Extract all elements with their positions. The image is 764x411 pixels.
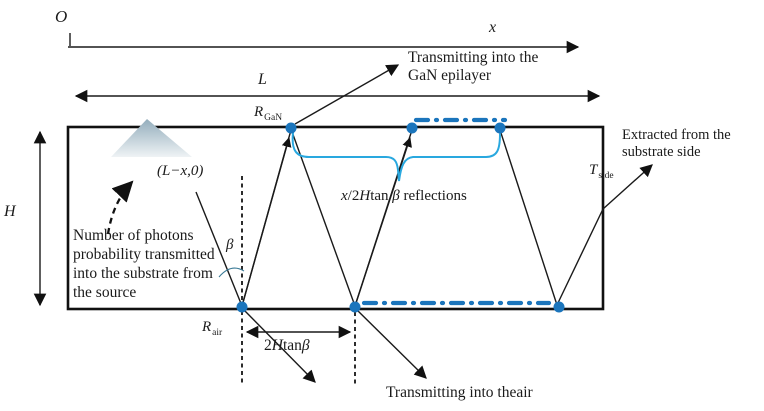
reflections-tan: tan xyxy=(370,188,393,204)
tside-base: T xyxy=(589,162,598,178)
extracted-line1: Extracted from the xyxy=(622,127,731,143)
substrate-rect xyxy=(66,125,605,311)
photons-line1: Number of photons xyxy=(73,227,194,244)
transmit-gan-line1: Transmitting into the xyxy=(408,49,539,66)
photon-rays xyxy=(195,128,604,307)
transmit-air-annotation: Transmitting into theair xyxy=(386,384,533,401)
dot-top-3 xyxy=(494,122,506,134)
reflection-dots xyxy=(236,122,565,313)
dashed-arrow-source xyxy=(106,180,134,235)
ray-down-1 xyxy=(290,128,356,307)
reflections-text: reflections xyxy=(399,188,467,204)
reflections-label: x/2Htan β reflections xyxy=(341,188,467,205)
construction-lines xyxy=(241,176,356,384)
rgan-label: RGaN xyxy=(254,104,283,123)
extracted-line2: substrate side xyxy=(622,144,701,160)
photons-line4: the source xyxy=(73,284,137,301)
photons-line3: into the substrate from xyxy=(73,265,213,282)
rair-label: Rair xyxy=(202,319,223,338)
reflections-H: H xyxy=(359,188,371,204)
dimension-arrows xyxy=(33,89,601,339)
skipped-reflections-lines xyxy=(361,117,552,306)
rair-sub: air xyxy=(212,328,223,338)
arrow-transmit-air-1 xyxy=(242,308,316,383)
spacing-label: 2Htanβ xyxy=(264,337,310,355)
ray-arrowhead-1 xyxy=(241,137,292,307)
source-coordinate-label: (L−x,0) xyxy=(157,163,204,179)
photons-line2: probability transmitted xyxy=(73,246,215,263)
dot-bottom-2 xyxy=(349,301,361,313)
rgan-sub: GaN xyxy=(264,113,283,123)
photons-annotation: Number of photons probability transmitte… xyxy=(73,226,215,302)
rgan-base: R xyxy=(254,104,264,120)
extracted-annotation: Extracted from the substrate side xyxy=(622,127,731,161)
length-label: L xyxy=(258,71,267,88)
ray-to-side xyxy=(556,208,604,306)
reflections-brace xyxy=(291,132,501,182)
arrow-transmit-gan xyxy=(294,64,400,125)
coordinate-axes xyxy=(68,33,580,54)
dot-rgan xyxy=(285,122,297,134)
spacing-H: H xyxy=(271,337,283,354)
beta-angle-arc xyxy=(218,267,245,278)
reflections-div2: /2 xyxy=(347,188,360,204)
transmit-gan-line2: GaN epilayer xyxy=(408,66,492,84)
annotation-arrows xyxy=(106,64,653,383)
transmit-gan-annotation: Transmitting into the GaN epilayer xyxy=(408,49,538,85)
ray-down-2 xyxy=(499,129,558,306)
arrow-transmit-air-2 xyxy=(355,308,427,379)
tside-sub: side xyxy=(598,171,614,181)
rair-base: R xyxy=(202,319,212,335)
arrow-extracted-side xyxy=(602,164,653,210)
reflections-beta: β xyxy=(392,188,400,204)
dot-source xyxy=(236,301,248,313)
height-label: H xyxy=(4,203,16,220)
dot-bottom-3 xyxy=(553,301,565,313)
source-leader-ray xyxy=(195,191,243,307)
origin-label: O xyxy=(55,7,68,26)
source-triangle-icon xyxy=(111,119,192,157)
reflections-x: x xyxy=(341,188,348,204)
spacing-2: 2 xyxy=(264,337,272,354)
spacing-beta: β xyxy=(301,337,310,354)
spacing-tan: tan xyxy=(282,337,302,354)
ray-arrowhead-2 xyxy=(354,137,412,307)
beta-label: β xyxy=(226,237,234,253)
tside-label: Tside xyxy=(589,162,614,181)
dot-top-2 xyxy=(406,122,418,134)
x-axis-label: x xyxy=(489,19,497,36)
